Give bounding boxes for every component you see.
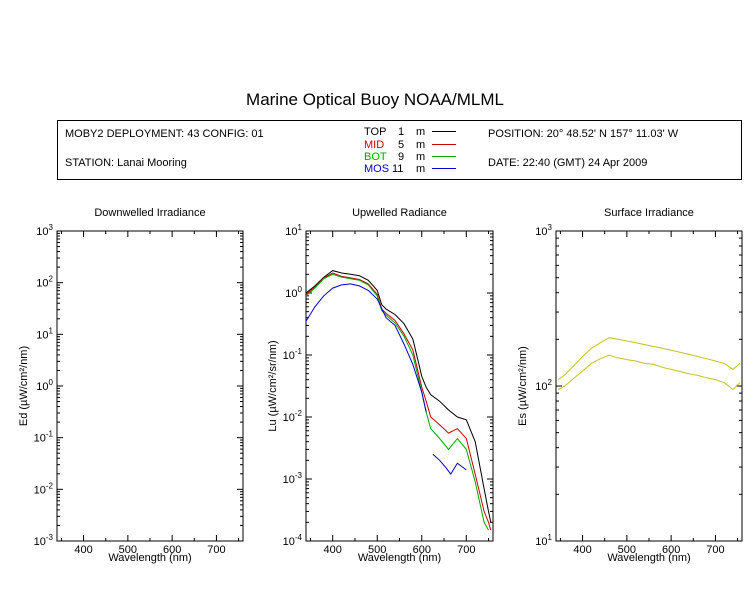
series-line [306, 273, 489, 531]
y-tick-label: 102 [36, 275, 53, 290]
series-line [306, 272, 492, 531]
chart-surface: Surface Irradiance 400 500 600 700 101 102 103 W… [517, 207, 743, 564]
legend-depth: 5 [398, 139, 405, 151]
plot-frame [56, 230, 244, 542]
legend-swatch [432, 156, 456, 157]
legend-name: MID [364, 139, 385, 151]
x-tick-label: 500 [368, 544, 386, 556]
x-tick-label: 500 [618, 544, 636, 556]
x-tick-label: 400 [74, 544, 92, 556]
y-axis-label: Es (µW/cm²/nm) [517, 346, 529, 426]
x-tick-label: 600 [163, 544, 181, 556]
x-axis-label: Wavelength (nm) [108, 552, 191, 564]
x-tick-label: 700 [457, 544, 475, 556]
y-tick-label: 10-3 [34, 533, 54, 548]
y-tick-label: 101 [535, 533, 552, 548]
x-axis-label: Wavelength (nm) [358, 552, 441, 564]
x-tick-label: 500 [119, 544, 137, 556]
y-tick-label: 10-4 [283, 533, 303, 548]
y-tick-label: 10-3 [283, 471, 303, 486]
x-tick-label: 400 [573, 544, 591, 556]
legend-swatch [432, 168, 456, 169]
chart-title: Surface Irradiance [604, 207, 694, 219]
series-line [306, 270, 492, 523]
deployment-text: MOBY2 DEPLOYMENT: 43 CONFIG: 01 [65, 128, 264, 140]
x-tick-label: 600 [413, 544, 431, 556]
series-line [557, 354, 741, 391]
legend-depth: 11 [392, 163, 404, 175]
chart-main-title: Marine Optical Buoy NOAA/MLML [246, 90, 504, 109]
x-tick-label: 700 [207, 544, 225, 556]
x-tick-label: 600 [662, 544, 680, 556]
y-tick-label: 10-1 [34, 430, 54, 445]
legend-swatch [432, 131, 456, 132]
x-axis-label: Wavelength (nm) [607, 552, 690, 564]
legend-depth: 1 [398, 126, 405, 138]
series-line [432, 453, 467, 475]
date-text: DATE: 22:40 (GMT) 24 Apr 2009 [488, 157, 648, 169]
legend-name: TOP [364, 126, 387, 138]
legend-depth: 9 [398, 151, 405, 163]
y-tick-label: 103 [36, 223, 53, 238]
y-tick-label: 100 [36, 378, 53, 393]
y-axis-label: Lu (µW/cm²/sr/nm) [267, 340, 279, 431]
y-tick-label: 10-2 [34, 481, 54, 496]
y-tick-label: 101 [36, 326, 53, 341]
x-tick-label: 400 [324, 544, 342, 556]
legend-name: BOT [364, 151, 387, 163]
series-line [557, 337, 741, 381]
legend-unit: m [416, 163, 426, 175]
station-text: STATION: Lanai Mooring [65, 157, 187, 169]
position-text: POSITION: 20° 48.52' N 157° 11.03' W [488, 128, 679, 140]
legend-swatch [432, 144, 456, 145]
legend-name: MOS [364, 163, 390, 175]
plot-frame [555, 230, 743, 542]
info-box: MOBY2 DEPLOYMENT: 43 CONFIG: 01 STATION:… [57, 120, 742, 180]
series-line [306, 283, 427, 413]
plot-frame [305, 230, 494, 542]
chart-downwelled: Downwelled Irradiance 400 500 600 700 10-3 10-… [18, 207, 244, 564]
legend-unit: m [416, 139, 426, 151]
y-tick-label: 103 [535, 223, 552, 238]
y-tick-label: 102 [535, 378, 552, 393]
x-tick-label: 700 [706, 544, 724, 556]
chart-title: Upwelled Radiance [352, 207, 447, 219]
y-tick-label: 100 [285, 285, 302, 300]
legend-unit: m [416, 126, 426, 138]
y-tick-label: 10-1 [283, 347, 303, 362]
y-tick-label: 101 [285, 223, 302, 238]
chart-title: Downwelled Irradiance [94, 207, 205, 219]
y-tick-label: 10-2 [283, 409, 303, 424]
y-axis-label: Ed (µW/cm²/nm) [18, 346, 30, 426]
chart-upwelled: Upwelled Radiance 400 500 600 700 10-4 10-3 10-… [267, 207, 494, 564]
legend-unit: m [416, 151, 426, 163]
